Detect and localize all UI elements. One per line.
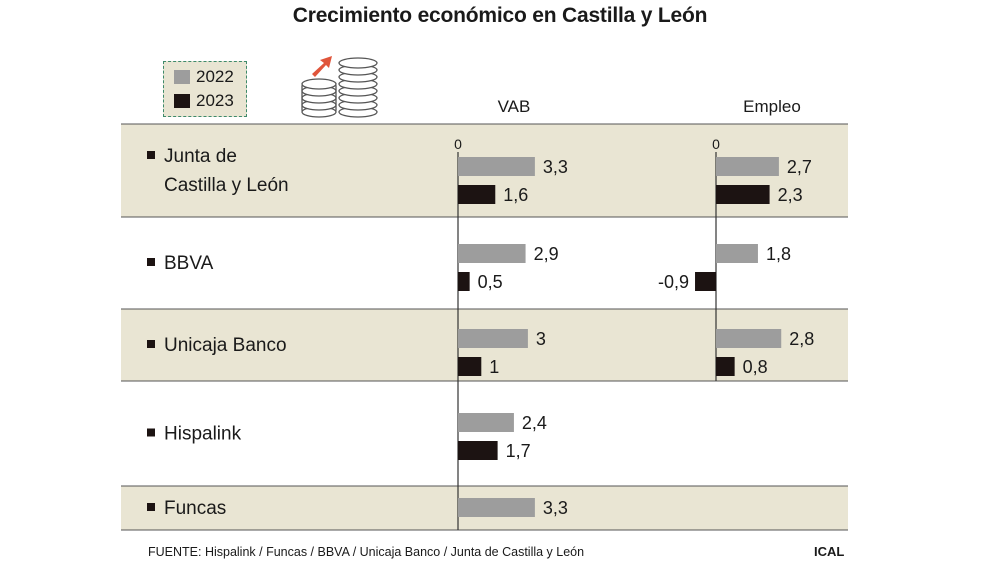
- bar-empleo-2023: [695, 272, 716, 291]
- data-label: 1: [489, 357, 499, 377]
- bar-vab-2023: [458, 185, 496, 204]
- bar-empleo-2022: [716, 157, 779, 176]
- bar-vab-2023: [458, 272, 470, 291]
- data-label: 1,7: [506, 441, 531, 461]
- zero-tick-label: 0: [454, 136, 462, 152]
- legend-item-2023: 2023: [174, 91, 234, 111]
- category-label: Hispalink: [164, 424, 242, 445]
- data-label: -0,9: [658, 272, 689, 292]
- bar-vab-2022: [458, 329, 528, 348]
- legend: 2022 2023: [163, 61, 247, 117]
- category-bullet: [147, 340, 155, 348]
- panel-title: VAB: [498, 97, 531, 116]
- data-label: 2,8: [789, 329, 814, 349]
- legend-swatch-2022: [174, 70, 190, 84]
- legend-item-2022: 2022: [174, 67, 234, 87]
- data-label: 2,9: [534, 244, 559, 264]
- bar-empleo-2023: [716, 357, 735, 376]
- data-label: 3,3: [543, 157, 568, 177]
- category-label: Castilla y León: [164, 175, 289, 196]
- panel-title: Empleo: [743, 97, 801, 116]
- data-label: 3,3: [543, 498, 568, 518]
- data-label: 2,3: [778, 185, 803, 205]
- brand-label: ICAL: [814, 544, 845, 559]
- data-label: 2,7: [787, 157, 812, 177]
- data-label: 0,8: [743, 357, 768, 377]
- category-label: Junta de: [164, 146, 237, 167]
- bar-vab-2023: [458, 357, 482, 376]
- bar-vab-2022: [458, 498, 535, 517]
- legend-label-2022: 2022: [196, 67, 234, 86]
- legend-label-2023: 2023: [196, 91, 234, 110]
- category-label: Funcas: [164, 498, 226, 519]
- legend-swatch-2023: [174, 94, 190, 108]
- chart-title: Crecimiento económico en Castilla y León: [292, 4, 708, 27]
- bar-empleo-2022: [716, 244, 758, 263]
- data-label: 1,8: [766, 244, 791, 264]
- data-label: 2,4: [522, 413, 547, 433]
- coins-growth-icon: [301, 56, 378, 118]
- bar-vab-2022: [458, 157, 535, 176]
- category-label: BBVA: [164, 253, 214, 274]
- bar-vab-2022: [458, 244, 526, 263]
- category-bullet: [147, 428, 155, 437]
- category-bullet: [147, 503, 155, 511]
- category-bullet: [147, 258, 155, 266]
- bar-vab-2023: [458, 441, 498, 460]
- data-label: 3: [536, 329, 546, 349]
- bar-empleo-2022: [716, 329, 782, 348]
- category-label: Unicaja Banco: [164, 335, 287, 356]
- bar-empleo-2023: [716, 185, 770, 204]
- data-label: 0,5: [478, 272, 503, 292]
- data-label: 1,6: [503, 185, 528, 205]
- bar-vab-2022: [458, 413, 514, 432]
- source-note: FUENTE: Hispalink / Funcas / BBVA / Unic…: [148, 545, 585, 559]
- category-bullet: [147, 151, 155, 159]
- zero-tick-label: 0: [712, 136, 720, 152]
